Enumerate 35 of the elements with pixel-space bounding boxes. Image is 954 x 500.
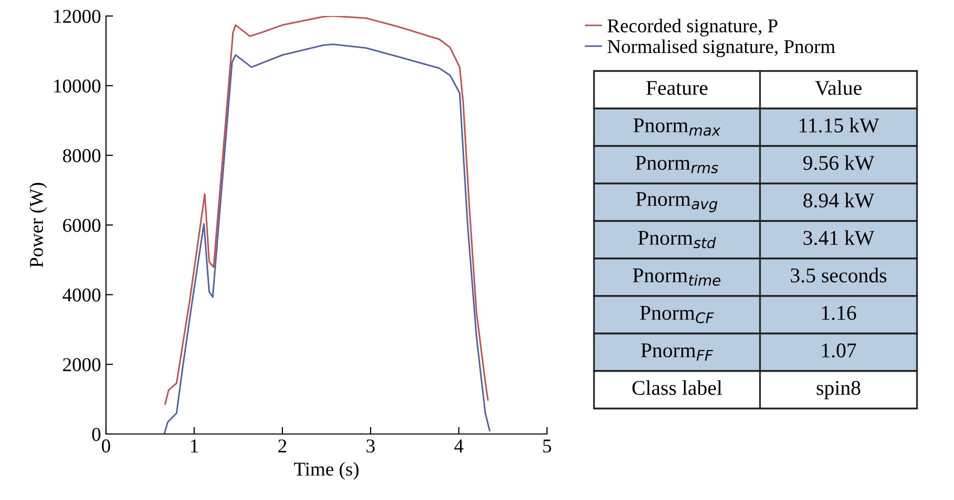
y-tick-label: 4000 [62,288,100,302]
y-tick-label: 2000 [63,358,100,372]
text: Pnorm$_{CF}$ [640,306,714,324]
text: Pnorm$_{rms}$ [636,156,718,174]
y-tick-label: 12000 [54,10,100,23]
text: 3.41 kW [804,230,874,246]
text: 1.16 [822,306,856,320]
legend-label: Normalised signature, Pnorm [608,39,836,58]
x-tick-label: 1 [191,440,198,452]
text: Feature [646,81,708,95]
text: Pnorm$_{std}$ [638,231,716,248]
legend-label: Recorded signature, P [608,18,778,36]
text: 1.07 [822,343,856,358]
x-tick-label: 3 [366,439,375,453]
x-axis-title: Time (s) [294,462,359,480]
text: 8.94 kW [803,192,874,208]
y-tick-label: 6000 [63,218,100,232]
y-tick-label: 8000 [62,149,100,162]
text: Pnorm$_{time}$ [632,268,720,286]
x-tick-label: 4 [454,440,464,452]
text: Class label [632,380,722,395]
text: Pnorm$_{max}$ [634,118,721,136]
text: Pnorm$_{FF}$ [641,344,714,361]
text: 3.5 seconds [790,268,886,283]
text: 9.56 kW [803,155,874,170]
x-tick-label: 2 [278,439,286,452]
text: Pnorm$_{avg}$ [636,192,718,212]
text: 11.15 kW [800,118,880,133]
y-tick-label: 0 [92,428,100,441]
x-tick-label: 0 [102,439,110,453]
y-tick-label: 10000 [54,79,100,93]
text: Value [815,80,862,96]
y-axis-title: Power (W) [29,182,47,268]
x-tick-label: 5 [543,440,552,453]
text: spin8 [816,380,860,400]
